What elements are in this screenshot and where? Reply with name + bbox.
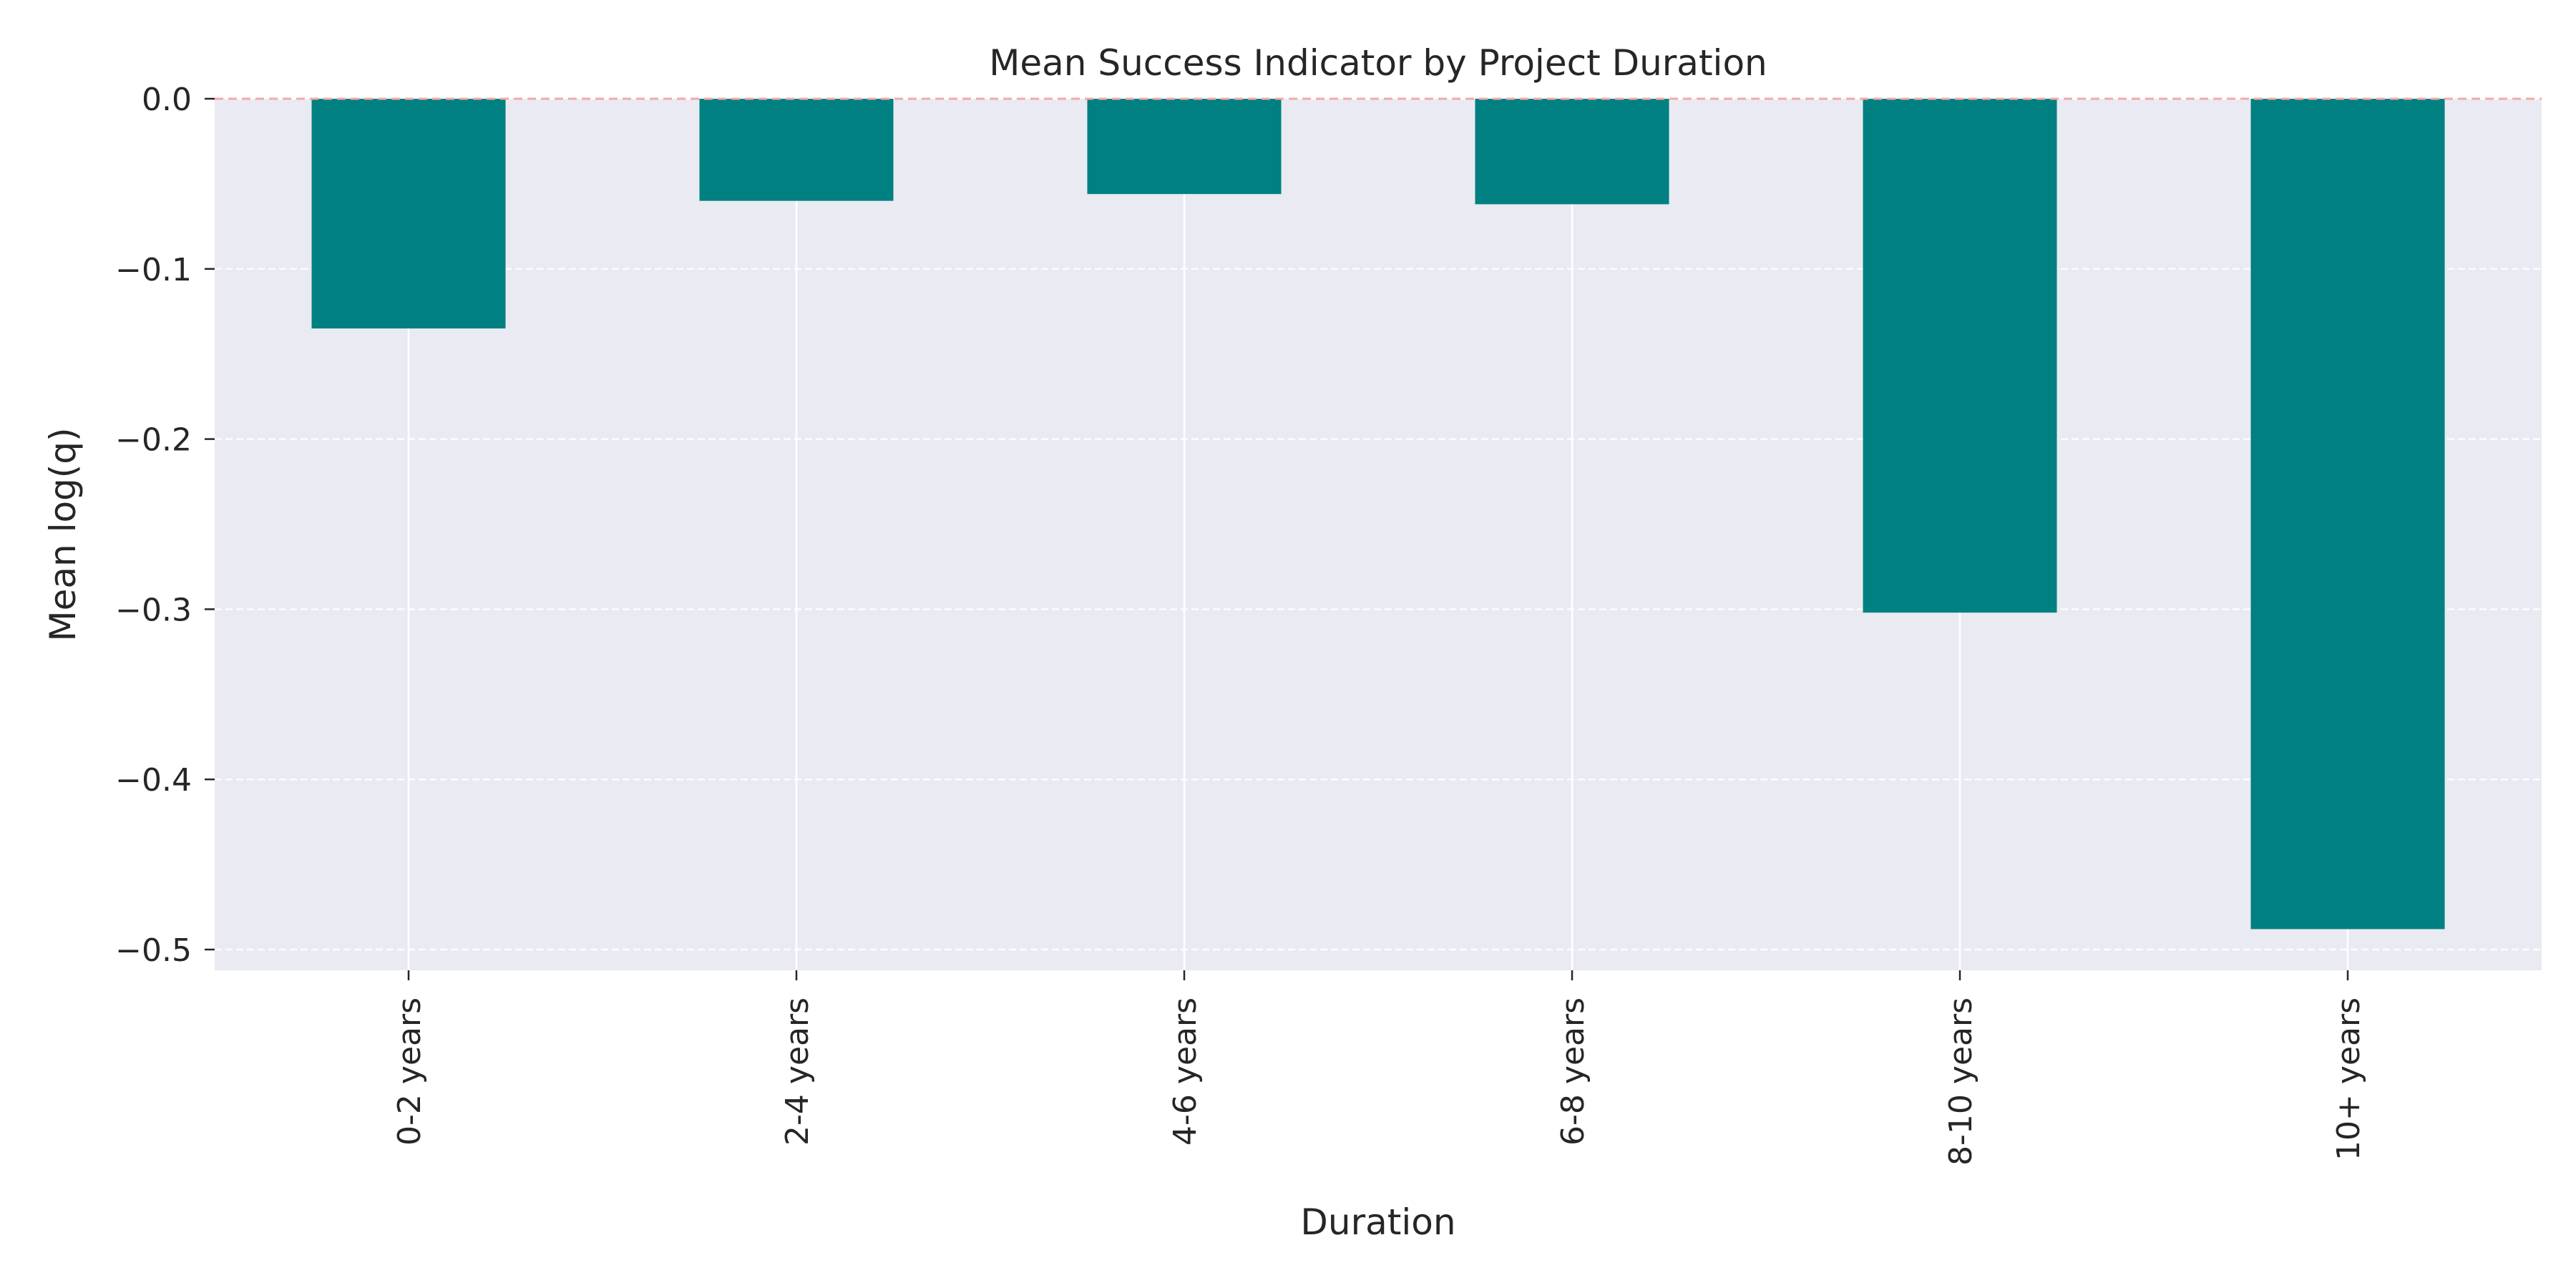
x-tick-label: 0-2 years bbox=[391, 997, 428, 1146]
x-tick-label: 10+ years bbox=[2331, 997, 2367, 1161]
y-tick-label: −0.4 bbox=[115, 762, 192, 799]
y-axis-label: Mean log(q) bbox=[42, 427, 84, 641]
y-tick-label: −0.1 bbox=[115, 252, 192, 288]
y-tick-labels: 0.0 −0.1 −0.2 −0.3 −0.4 −0.5 bbox=[115, 82, 215, 969]
y-tick-label: −0.2 bbox=[115, 422, 192, 459]
bar-10-years bbox=[2250, 99, 2445, 930]
x-tick-label: 6-8 years bbox=[1555, 997, 1591, 1146]
bar-8-10-years bbox=[1863, 99, 2057, 613]
x-axis-label: Duration bbox=[1300, 1201, 1455, 1243]
bars bbox=[311, 99, 2445, 930]
x-tick-label: 2-4 years bbox=[779, 997, 816, 1146]
x-tick-labels: 0-2 years 2-4 years 4-6 years 6-8 years 8-10… bbox=[391, 970, 2367, 1166]
bar-2-4-years bbox=[699, 99, 894, 201]
bar-4-6-years bbox=[1087, 99, 1282, 195]
y-tick-label: −0.3 bbox=[115, 592, 192, 628]
x-tick-label: 8-10 years bbox=[1943, 997, 1979, 1166]
chart-title: Mean Success Indicator by Project Durati… bbox=[989, 42, 1767, 84]
bar-6-8-years bbox=[1475, 99, 1669, 205]
plot-background bbox=[215, 99, 2542, 970]
bar-0-2-years bbox=[311, 99, 506, 329]
y-tick-label: 0.0 bbox=[142, 82, 192, 118]
x-tick-label: 4-6 years bbox=[1167, 997, 1204, 1146]
y-tick-label: −0.5 bbox=[115, 932, 192, 969]
